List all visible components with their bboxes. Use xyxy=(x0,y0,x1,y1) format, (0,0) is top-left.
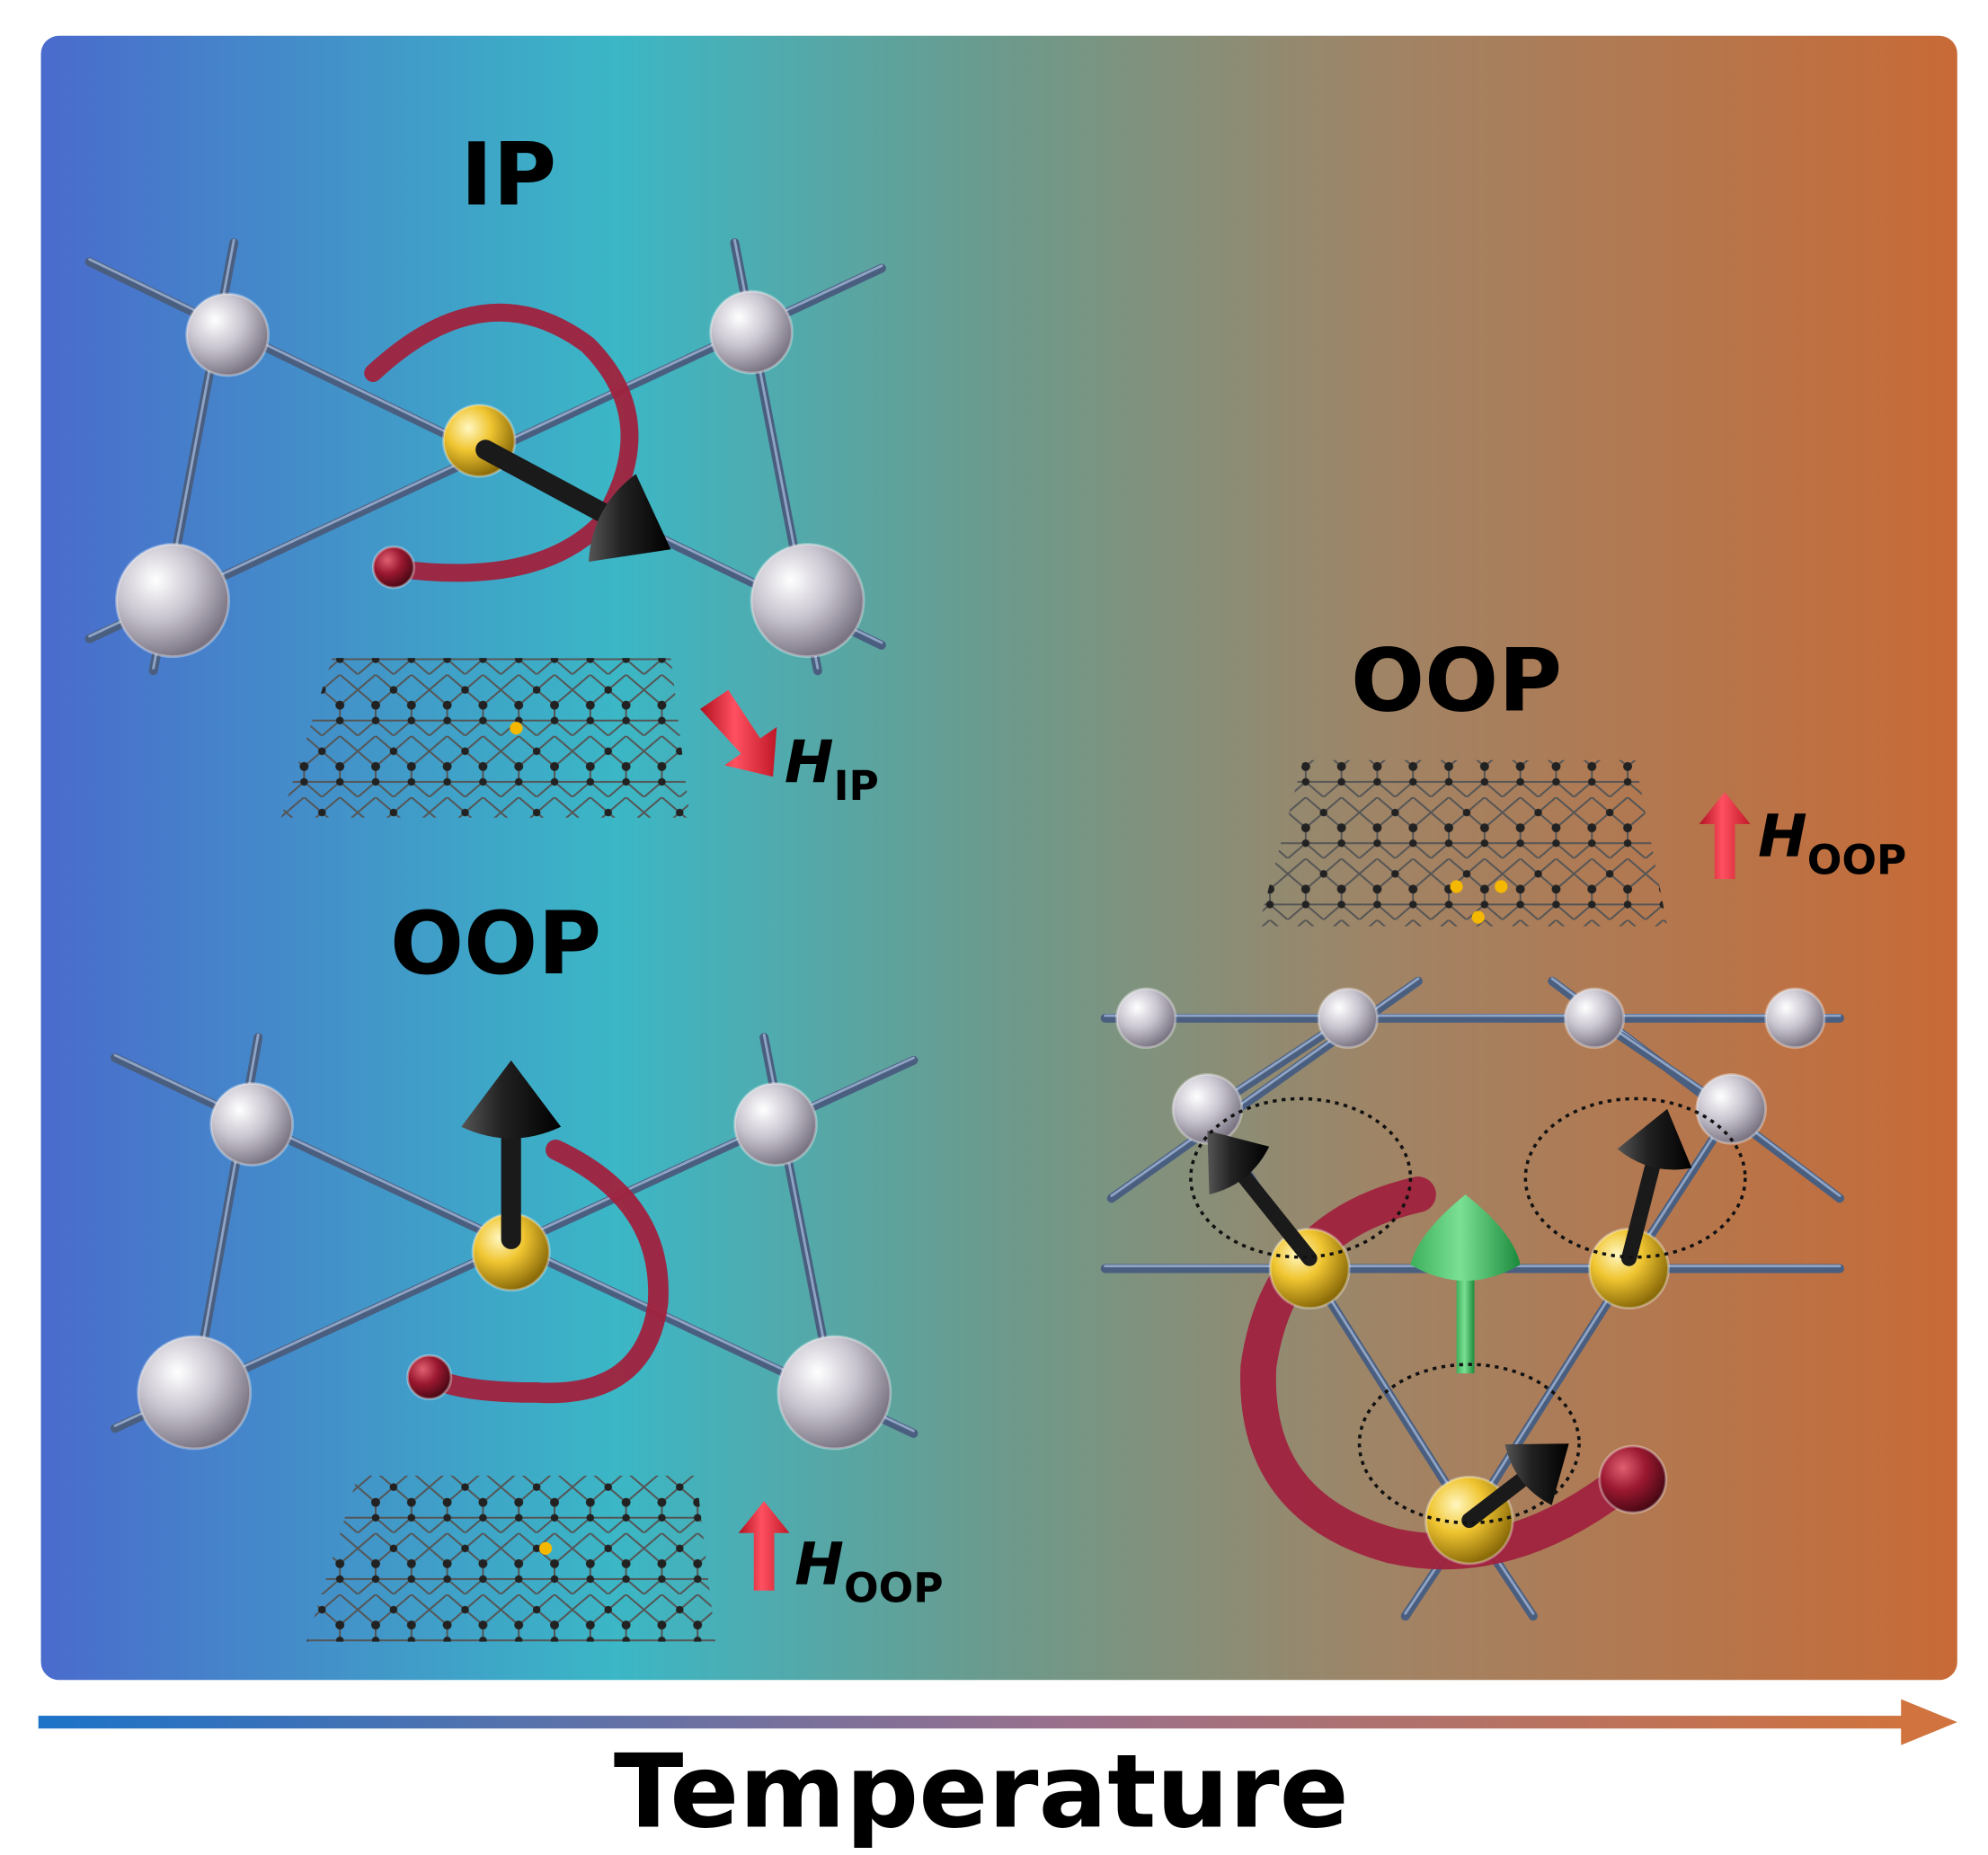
site-highlights xyxy=(1450,880,1508,924)
field-arrow-ip xyxy=(700,689,777,777)
site-highlight xyxy=(538,1541,553,1555)
bond xyxy=(1305,1264,1474,1525)
atom xyxy=(1764,987,1826,1050)
field-subscript: OOP xyxy=(844,1565,944,1612)
spin-cone xyxy=(461,1060,562,1139)
spin-cone xyxy=(1207,1131,1270,1195)
field-label: HIP xyxy=(785,728,879,810)
field-label: HOOP xyxy=(794,1531,943,1612)
atom xyxy=(1171,1073,1244,1145)
atom xyxy=(406,1354,453,1400)
site-highlight xyxy=(510,722,523,735)
field-arrow-oop-left xyxy=(738,1501,790,1591)
atom xyxy=(733,1081,818,1167)
field-subscript: IP xyxy=(834,762,879,810)
axis-shaft xyxy=(38,1716,1911,1729)
dotted-ellipse xyxy=(1189,1096,1413,1259)
atom xyxy=(185,292,271,377)
atom xyxy=(1317,987,1379,1050)
field-label: HOOP xyxy=(1758,802,1906,883)
field-symbol: H xyxy=(1758,802,1807,870)
background-panel xyxy=(40,35,1957,1681)
atom xyxy=(371,545,416,590)
spin-stem xyxy=(1231,1162,1318,1266)
atom xyxy=(209,1081,295,1167)
field-arrow-oop-right xyxy=(1699,792,1751,879)
field-symbol: H xyxy=(794,1531,844,1599)
spin-stem xyxy=(1461,1467,1537,1529)
bond-highlight xyxy=(1308,1265,1471,1520)
bond xyxy=(1464,1264,1634,1525)
spin-stem xyxy=(1620,1150,1663,1266)
atom xyxy=(1695,1073,1767,1145)
atom xyxy=(750,543,865,659)
lattice-ip xyxy=(280,658,690,818)
axis-label: Temperature xyxy=(614,1732,1349,1851)
dotted-ellipse xyxy=(1523,1096,1747,1259)
atom xyxy=(137,1335,253,1451)
atom xyxy=(709,289,794,375)
precession-arc xyxy=(422,1139,669,1404)
atom xyxy=(115,543,230,659)
bond-highlight xyxy=(1468,1265,1630,1520)
net-spin-stem xyxy=(1456,1277,1475,1374)
structures xyxy=(84,238,1844,1621)
precession-arc xyxy=(364,303,639,582)
lattice-oop-right xyxy=(1258,759,1668,927)
spin-cone xyxy=(589,474,671,563)
dotted-ellipse xyxy=(1357,1362,1581,1525)
field-subscript: OOP xyxy=(1807,836,1907,883)
spin-cone xyxy=(1617,1108,1692,1170)
spin-cone xyxy=(1504,1443,1569,1505)
spin-stem xyxy=(475,439,623,528)
panel-label: OOP xyxy=(1351,629,1562,731)
net-spin-cone xyxy=(1410,1194,1521,1282)
lattice-oop-left xyxy=(306,1475,716,1642)
atom xyxy=(1115,987,1177,1050)
atom xyxy=(777,1335,892,1451)
atom xyxy=(1268,1228,1351,1310)
atom xyxy=(1563,987,1626,1050)
panel-label: OOP xyxy=(390,892,601,994)
panel-label: IP xyxy=(460,123,556,225)
axis-arrowhead xyxy=(1901,1699,1957,1745)
field-symbol: H xyxy=(785,728,834,796)
atom xyxy=(1598,1444,1668,1514)
